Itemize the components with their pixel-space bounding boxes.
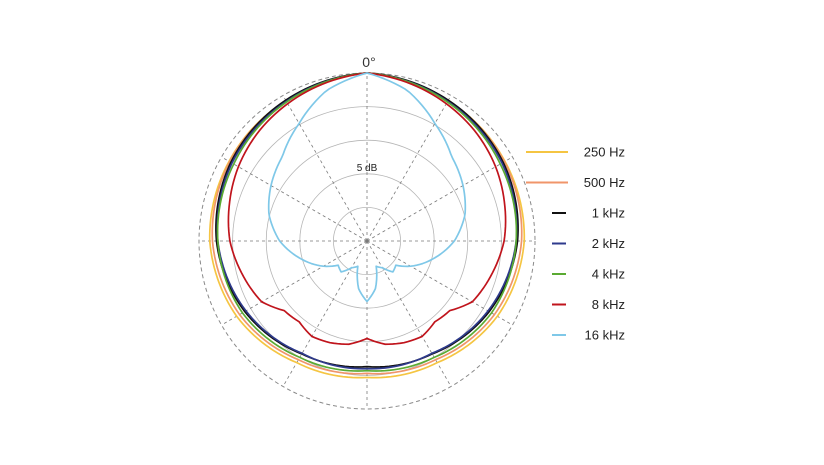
legend: 250 Hz 500 Hz 1 kHz 2 kHz 4 kHz 8 kHz 16 kHz (526, 145, 625, 343)
series-curve-1-khz (215, 72, 519, 368)
angle-label-0: 0° (362, 54, 375, 70)
grid-spoke (366, 240, 513, 326)
grid-spoke (366, 156, 513, 242)
legend-label: 16 kHz (585, 328, 625, 343)
radial-tick-label: 5 dB (357, 163, 378, 174)
legend-label: 4 kHz (592, 267, 625, 282)
legend-label: 1 kHz (592, 206, 625, 221)
grid-spoke (282, 240, 368, 387)
polar-curves (208, 72, 526, 379)
grid-spoke (221, 240, 368, 326)
legend-label: 2 kHz (592, 236, 625, 251)
legend-label: 500 Hz (584, 175, 625, 190)
series-curve-16-khz (267, 72, 467, 303)
legend-label: 250 Hz (584, 145, 625, 160)
grid-spoke (366, 240, 452, 387)
polar-grid (198, 72, 536, 410)
legend-label: 8 kHz (592, 297, 625, 312)
grid-spoke (221, 156, 368, 242)
grid-ring (332, 206, 401, 275)
grid-spoke (282, 95, 368, 242)
grid-ring (265, 139, 469, 343)
grid-spoke (366, 95, 452, 242)
